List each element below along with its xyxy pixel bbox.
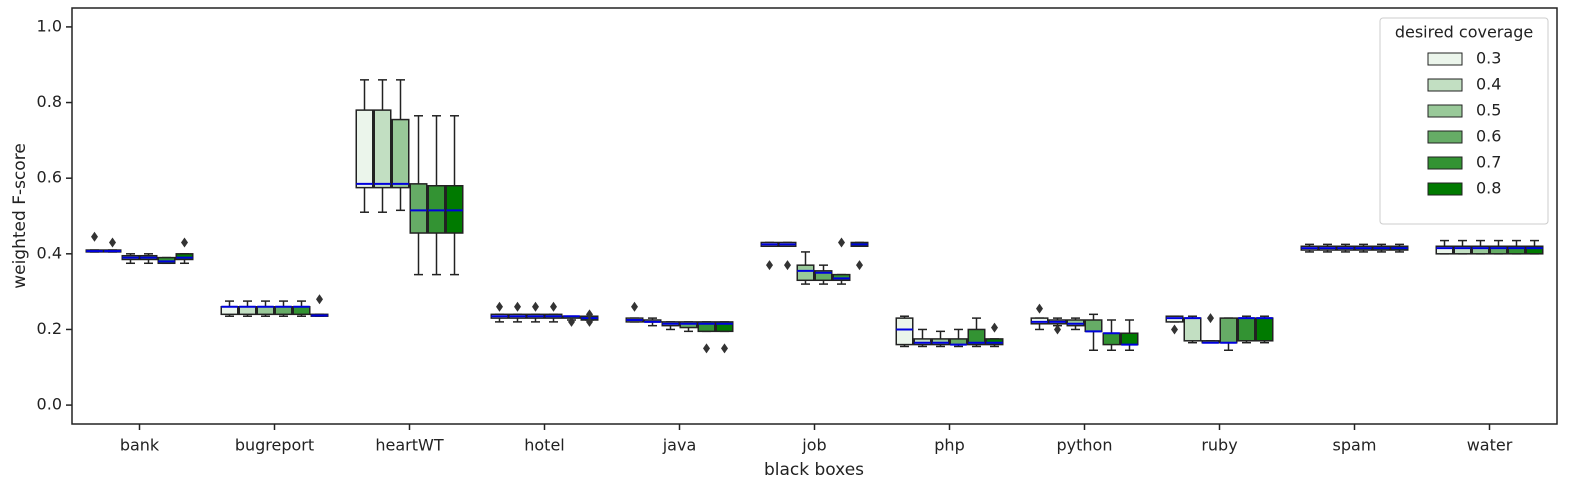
- x-tick-label: bank: [120, 436, 160, 455]
- x-tick-label: python: [1057, 436, 1113, 455]
- box: [1489, 245, 1508, 255]
- box: [1255, 317, 1274, 342]
- outlier: [838, 237, 845, 248]
- box: [355, 109, 374, 189]
- box: [274, 306, 293, 316]
- outlier: [1207, 313, 1214, 324]
- x-tick-label: heartWT: [375, 436, 443, 455]
- box: [409, 183, 428, 234]
- box: [1471, 245, 1490, 255]
- box: [256, 306, 275, 316]
- box: [796, 264, 815, 282]
- box: [220, 306, 239, 316]
- outlier: [586, 309, 593, 320]
- box: [373, 109, 392, 189]
- legend-title: desired coverage: [1395, 23, 1533, 42]
- outlier: [181, 237, 188, 248]
- box: [1435, 245, 1454, 255]
- box: [1507, 245, 1526, 255]
- legend-label: 0.6: [1476, 127, 1501, 146]
- outlier: [514, 301, 521, 312]
- outlier: [1171, 324, 1178, 335]
- box: [715, 321, 734, 333]
- box: [1102, 332, 1121, 346]
- box: [814, 270, 833, 282]
- x-tick-label: php: [934, 436, 964, 455]
- y-tick-label: 1.0: [37, 16, 62, 35]
- y-tick-label: 0.6: [37, 168, 62, 187]
- box: [1183, 317, 1202, 342]
- x-tick-label: spam: [1333, 436, 1377, 455]
- x-tick-label: job: [801, 436, 826, 455]
- outlier: [568, 316, 575, 327]
- x-tick-label: water: [1467, 436, 1513, 455]
- box: [697, 321, 716, 333]
- legend-swatch: [1427, 182, 1463, 196]
- outlier: [784, 260, 791, 271]
- x-tick-label: hotel: [524, 436, 565, 455]
- outlier: [496, 301, 503, 312]
- y-axis-label: weighted F-score: [10, 143, 30, 289]
- outlier: [586, 316, 593, 327]
- legend-swatch: [1427, 104, 1463, 118]
- legend-label: 0.5: [1476, 101, 1501, 120]
- outlier: [1054, 324, 1061, 335]
- outlier: [991, 322, 998, 333]
- outlier: [550, 301, 557, 312]
- box: [1084, 319, 1103, 333]
- legend-swatch: [1427, 130, 1463, 144]
- legend-label: 0.8: [1476, 179, 1501, 198]
- outlier: [703, 343, 710, 354]
- box: [391, 118, 410, 189]
- y-tick-label: 0.8: [37, 92, 62, 111]
- box: [1525, 245, 1544, 255]
- box: [238, 306, 257, 316]
- outlier: [1036, 303, 1043, 314]
- box: [1237, 317, 1256, 342]
- plot-frame: [71, 7, 1558, 425]
- y-tick-label: 0.0: [37, 395, 62, 414]
- box: [895, 317, 914, 346]
- outlier: [532, 301, 539, 312]
- x-tick-label: ruby: [1201, 436, 1237, 455]
- legend-label: 0.4: [1476, 75, 1501, 94]
- box: [1453, 245, 1472, 255]
- outlier: [631, 301, 638, 312]
- outlier: [721, 343, 728, 354]
- legend-label: 0.3: [1476, 49, 1501, 68]
- x-axis-label: black boxes: [764, 460, 864, 480]
- x-tick-label: bugreport: [235, 436, 314, 455]
- box: [967, 328, 986, 346]
- legend-frame: [1379, 17, 1549, 225]
- y-tick-label: 0.4: [37, 243, 62, 262]
- legend-swatch: [1427, 78, 1463, 92]
- box: [292, 306, 311, 316]
- outlier: [856, 260, 863, 271]
- x-tick-label: java: [662, 436, 697, 455]
- y-tick-label: 0.2: [37, 319, 62, 338]
- outlier: [109, 237, 116, 248]
- outlier: [766, 260, 773, 271]
- outlier: [316, 294, 323, 305]
- legend-swatch: [1427, 52, 1463, 66]
- box: [1120, 332, 1139, 346]
- legend-label: 0.7: [1476, 153, 1501, 172]
- box: [1219, 317, 1238, 344]
- outlier: [91, 231, 98, 242]
- legend-swatch: [1427, 156, 1463, 170]
